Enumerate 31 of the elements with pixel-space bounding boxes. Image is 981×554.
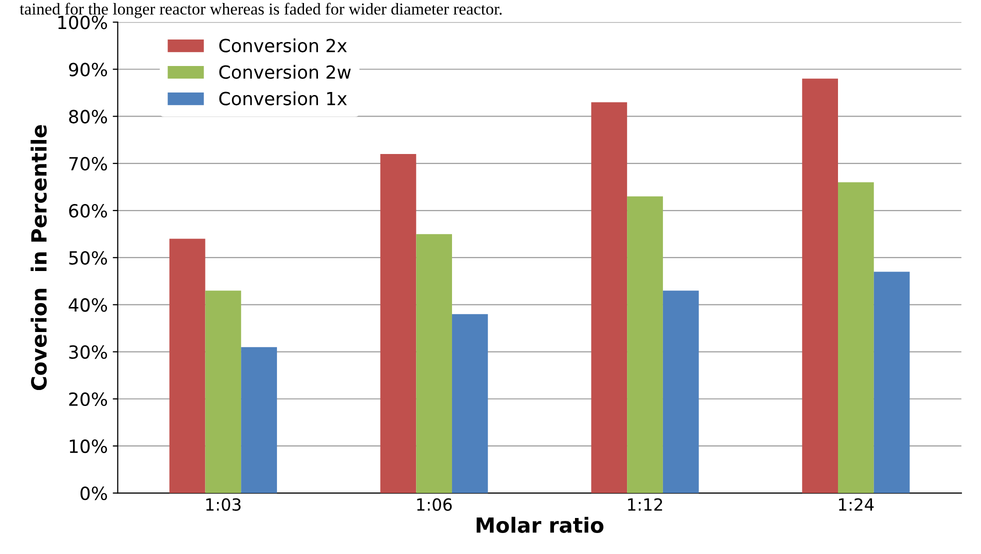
x-axis-title: Molar ratio <box>476 516 604 533</box>
x-tick-label: 1:12 <box>628 498 662 511</box>
y-tick-label: 60% <box>69 204 107 218</box>
x-tick-label: 1:06 <box>417 498 452 511</box>
bar <box>205 290 242 494</box>
y-tick-label: 80% <box>69 110 107 124</box>
bar <box>241 347 277 494</box>
y-tick-label: 90% <box>69 62 107 76</box>
bar <box>169 238 206 494</box>
x-tick-label: 1:03 <box>206 498 241 511</box>
legend-label: Conversion 2w <box>219 64 351 79</box>
y-tick-label: 10% <box>70 439 107 454</box>
bar <box>874 272 910 494</box>
legend-label: Conversion 1x <box>219 91 347 106</box>
y-tick-label: 0% <box>80 486 107 500</box>
y-tick-label: 70% <box>69 156 107 171</box>
y-axis-title: Coverion in Percentile <box>30 125 47 390</box>
bar <box>802 78 838 494</box>
x-tick-label: 1:24 <box>839 498 874 511</box>
bar <box>416 234 452 494</box>
y-tick-label: 20% <box>69 392 107 406</box>
bar <box>838 182 874 494</box>
bar <box>627 196 663 494</box>
bar <box>591 102 628 494</box>
bar <box>380 154 416 494</box>
y-tick-label: 50% <box>69 251 107 265</box>
bar <box>452 314 488 494</box>
y-tick-label: 30% <box>69 345 107 359</box>
bar <box>662 290 699 494</box>
legend-label: Conversion 2x <box>219 38 347 52</box>
y-tick-label: 40% <box>68 298 107 312</box>
